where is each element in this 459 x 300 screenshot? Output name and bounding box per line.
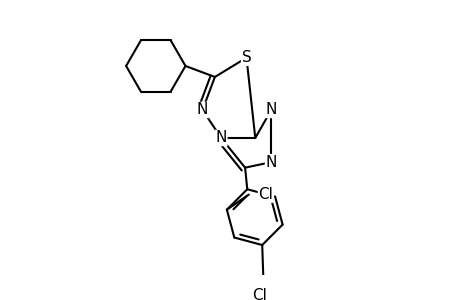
Text: N: N: [265, 155, 276, 170]
Text: N: N: [265, 102, 276, 117]
Text: N: N: [196, 102, 208, 117]
Text: S: S: [241, 50, 251, 65]
Text: N: N: [215, 130, 226, 146]
Text: Cl: Cl: [252, 288, 266, 300]
Text: Cl: Cl: [258, 187, 273, 202]
